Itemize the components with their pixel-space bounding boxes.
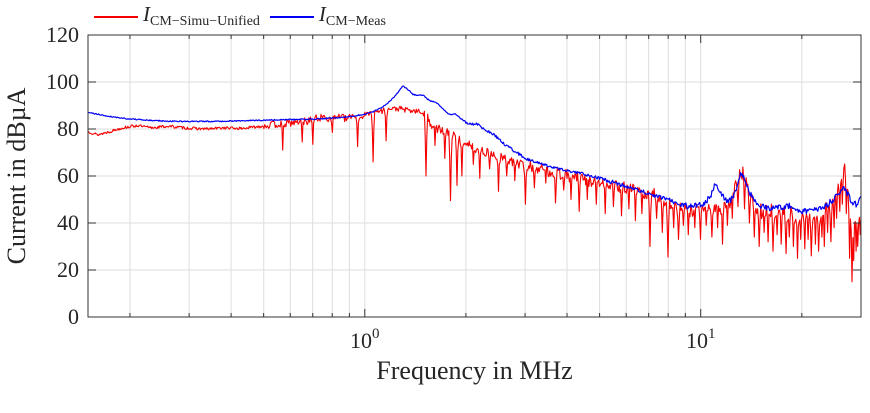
legend-label-simu: ICM−Simu−Unified [143, 4, 260, 29]
y-axis-label: Current in dBµA [2, 87, 31, 265]
legend-label-simu-subscript: CM−Simu−Unified [150, 14, 260, 29]
y-tick-label: 80 [57, 116, 79, 141]
legend-line-blue-icon [269, 15, 314, 18]
y-tick-label: 0 [68, 304, 79, 329]
y-tick-label: 100 [46, 69, 79, 94]
legend-label-meas-subscript: CM−Meas [325, 14, 386, 29]
grid-lines [88, 35, 862, 317]
legend-label-meas: ICM−Meas [319, 4, 386, 29]
series-line-meas [87, 85, 862, 215]
y-tick-label: 20 [57, 257, 79, 282]
x-tick-label: 101 [686, 326, 716, 353]
legend-item-meas: ICM−Meas [269, 4, 386, 29]
axes-box [87, 34, 862, 318]
series-line-simu [87, 105, 862, 283]
y-tick-label: 120 [46, 22, 79, 47]
series-lines [87, 85, 862, 283]
legend: ICM−Simu−Unified ICM−Meas [94, 4, 386, 29]
y-tick-label: 40 [57, 210, 79, 235]
tick-labels: 0 20 40 60 80 100 120 100 101 [46, 22, 715, 353]
legend-label-meas-symbol: I [318, 2, 326, 26]
legend-item-simu: ICM−Simu−Unified [94, 4, 260, 29]
x-tick-label: 100 [350, 326, 380, 353]
legend-label-simu-symbol: I [143, 2, 150, 26]
legend-line-red-icon [94, 15, 138, 18]
y-tick-label: 60 [57, 163, 79, 188]
x-axis-label: Frequency in MHz [376, 356, 573, 385]
